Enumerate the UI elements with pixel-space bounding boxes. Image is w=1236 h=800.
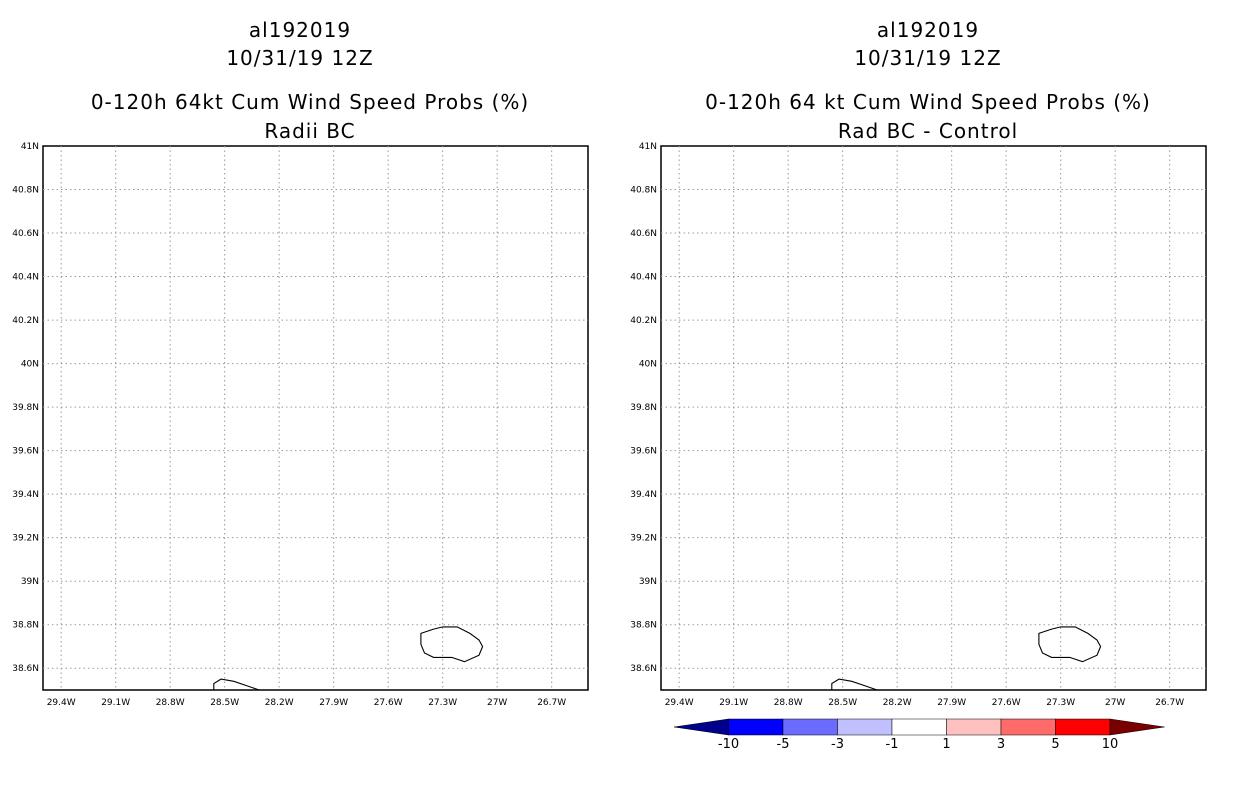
map1-lon-label: 28.2W xyxy=(265,698,294,708)
map2-lat-label: 39.2N xyxy=(630,534,657,544)
map1-lon-label: 28.5W xyxy=(210,698,239,708)
map1-lat-label: 38.6N xyxy=(12,664,39,674)
map1-lon-label: 29.4W xyxy=(47,698,76,708)
panel2-datetime: 10/31/19 12Z xyxy=(854,46,1002,70)
colorbar-label: -1 xyxy=(886,737,899,752)
map1-lon-label: 27.6W xyxy=(374,698,403,708)
map2-lat-label: 40.8N xyxy=(630,186,657,196)
map1-lon-label: 27.3W xyxy=(428,698,457,708)
map1-lon-label: 28.8W xyxy=(156,698,185,708)
panel1-storm-id: al192019 xyxy=(248,18,352,42)
map2-lat-label: 39.4N xyxy=(630,490,657,500)
colorbar-label: 3 xyxy=(997,737,1005,752)
map2-lat-label: 39N xyxy=(639,577,657,587)
colorbar-segment xyxy=(728,718,784,736)
map1-lon-label: 27W xyxy=(487,698,507,708)
colorbar-segment xyxy=(946,718,1002,736)
colorbar-label: -3 xyxy=(831,737,844,752)
map2-lon-label: 28.5W xyxy=(828,698,857,708)
map2-lat-label: 40.4N xyxy=(630,273,657,283)
map2-lon-label: 26.7W xyxy=(1155,698,1184,708)
map2-island-southwest xyxy=(831,678,878,691)
map1-lat-label: 40.8N xyxy=(12,186,39,196)
map1-frame xyxy=(42,145,589,691)
map2-lon-label: 27.9W xyxy=(937,698,966,708)
colorbar-segment xyxy=(1055,718,1111,736)
colorbar-label: 10 xyxy=(1102,737,1119,752)
map2-lat-label: 39.6N xyxy=(630,447,657,457)
map2-lon-label: 27W xyxy=(1105,698,1125,708)
map1-lat-label: 41N xyxy=(21,142,39,152)
colorbar-segment xyxy=(1000,718,1056,736)
colorbar-segment xyxy=(837,718,893,736)
map2-lon-label: 29.1W xyxy=(719,698,748,708)
map2-lon-label: 27.3W xyxy=(1046,698,1075,708)
map2-lat-label: 40.2N xyxy=(630,316,657,326)
map-panel-rad-bc-minus-control: 41N 40.8N 40.6N 40.4N 40.2N 40N 39.8N 39.6N 39.4… xyxy=(630,142,1207,708)
map-panel-radii-bc: 41N 40.8N 40.6N 40.4N 40.2N 40N 39.8N 39.6N 39.4… xyxy=(12,142,589,708)
map1-lon-label: 29.1W xyxy=(101,698,130,708)
map2-lon-label: 28.2W xyxy=(883,698,912,708)
map1-lat-label: 39N xyxy=(21,577,39,587)
map2-lat-label: 41N xyxy=(639,142,657,152)
panel1-datetime: 10/31/19 12Z xyxy=(226,46,374,70)
map2-lon-label: 29.4W xyxy=(665,698,694,708)
map1-lat-label: 39.4N xyxy=(12,490,39,500)
panel2-title: 0-120h 64 kt Cum Wind Speed Probs (%) xyxy=(705,90,1151,114)
map1-lat-label: 40.6N xyxy=(12,229,39,239)
map2-lon-label: 28.8W xyxy=(774,698,803,708)
map2-lat-label: 38.6N xyxy=(630,664,657,674)
map2-lat-label: 40N xyxy=(639,360,657,370)
colorbar-label: -5 xyxy=(777,737,790,752)
colorbar-segment xyxy=(782,718,838,736)
colorbar-segment-max xyxy=(1109,718,1165,736)
colorbar-label: 5 xyxy=(1051,737,1059,752)
map1-island-east xyxy=(420,626,484,663)
map2-lon-label: 27.6W xyxy=(992,698,1021,708)
colorbar-label: 1 xyxy=(942,737,950,752)
map2-frame xyxy=(660,145,1207,691)
map2-island-east xyxy=(1038,626,1102,663)
map2-lat-label: 39.8N xyxy=(630,403,657,413)
map1-lat-label: 39.2N xyxy=(12,534,39,544)
map1-lat-label: 40N xyxy=(21,360,39,370)
map1-island-southwest xyxy=(213,678,260,691)
map1-lat-label: 39.6N xyxy=(12,447,39,457)
colorbar: -10 -5 -3 -1 1 3 5 10 xyxy=(673,718,1165,752)
map2-lat-label: 38.8N xyxy=(630,621,657,631)
panel1-title: 0-120h 64kt Cum Wind Speed Probs (%) xyxy=(90,90,530,114)
panel1-subtitle: Radii BC xyxy=(264,119,356,143)
panel2-subtitle: Rad BC - Control xyxy=(837,119,1019,143)
map1-lat-label: 39.8N xyxy=(12,403,39,413)
map1-lon-label: 26.7W xyxy=(537,698,566,708)
map1-lat-label: 40.4N xyxy=(12,273,39,283)
colorbar-label: -10 xyxy=(718,737,739,752)
map2-lat-label: 40.6N xyxy=(630,229,657,239)
map1-lat-label: 40.2N xyxy=(12,316,39,326)
colorbar-segment-min xyxy=(673,718,729,736)
map1-lat-label: 38.8N xyxy=(12,621,39,631)
panel2-storm-id: al192019 xyxy=(876,18,980,42)
colorbar-segment xyxy=(891,718,947,736)
map1-lon-label: 27.9W xyxy=(319,698,348,708)
